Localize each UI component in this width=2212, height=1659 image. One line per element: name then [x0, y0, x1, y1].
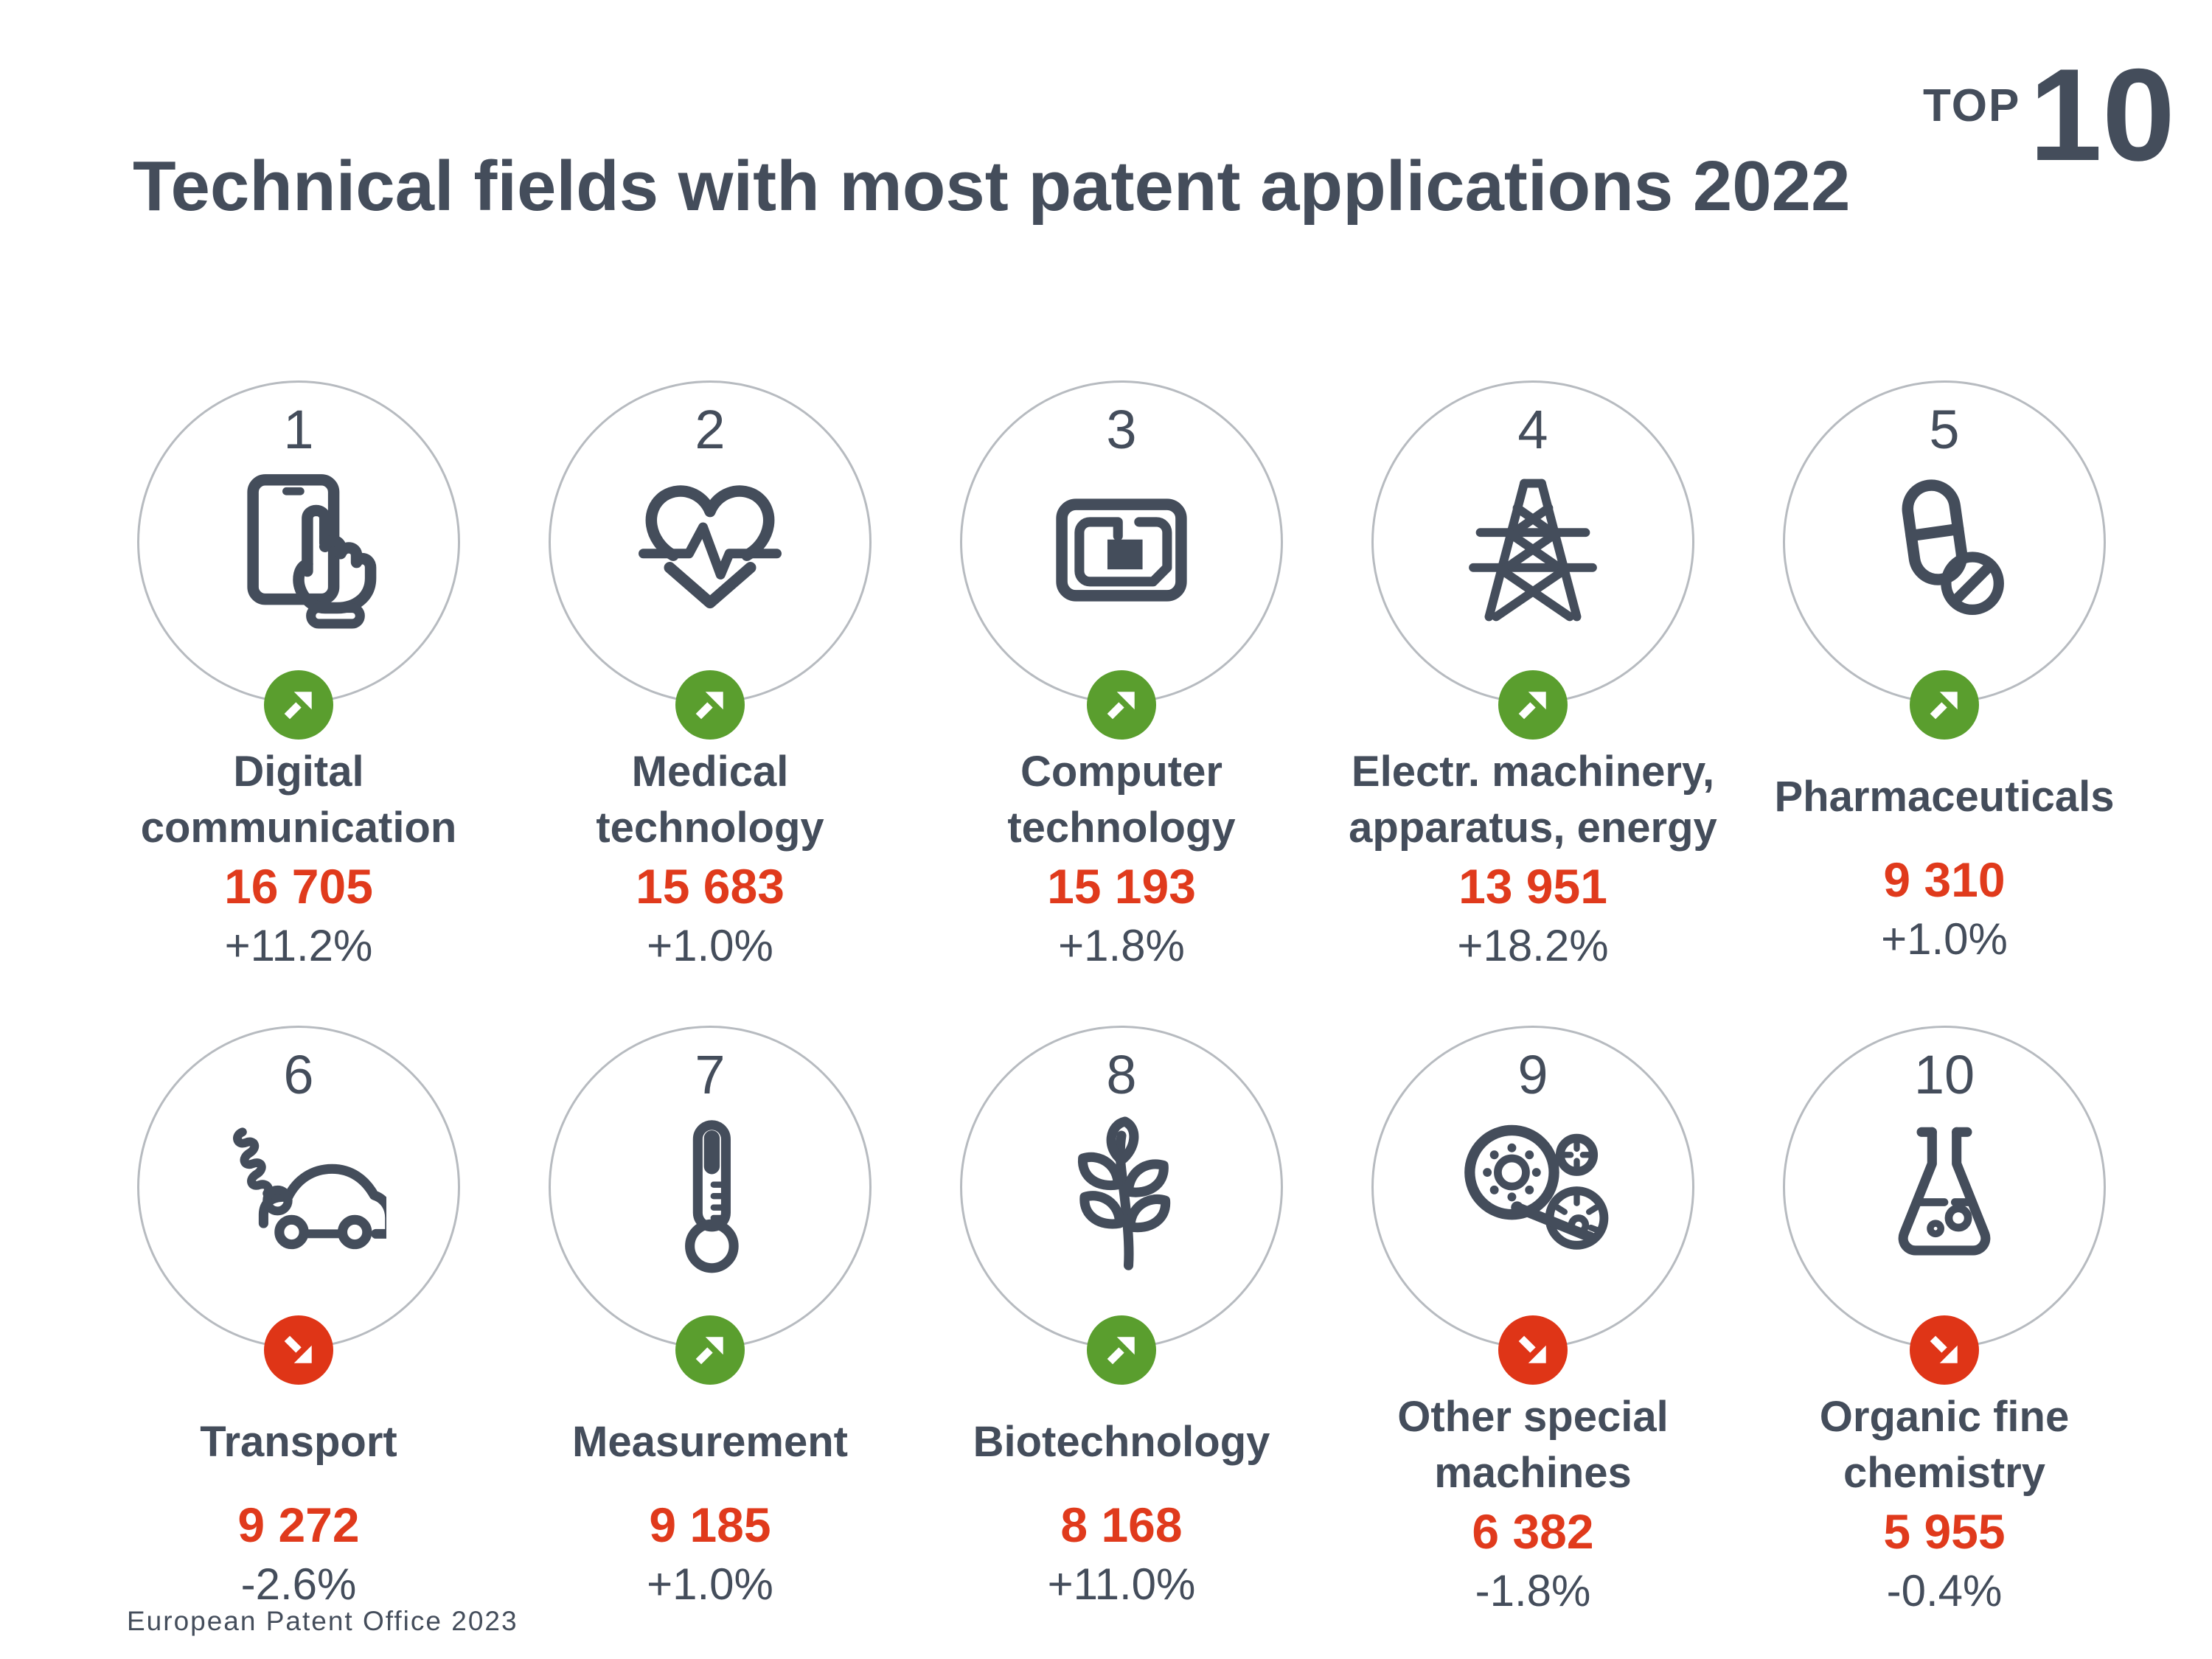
change-percent: +11.0% [1047, 1559, 1196, 1609]
field-name: Other special machines [1397, 1393, 1669, 1497]
trend-badge [1910, 1315, 1979, 1385]
field-card-organic-fine-chemistry: 10 Organic fine chemistry [1739, 1026, 2150, 1615]
field-name: Electr. machinery, apparatus, energy [1349, 748, 1717, 852]
applications-count: 6 382 [1472, 1504, 1594, 1559]
change-percent: +1.8% [1058, 921, 1185, 970]
trend-arrow-icon [1518, 692, 1546, 720]
field-circle: 10 [1783, 1026, 2106, 1385]
field-name: Measurement [572, 1417, 848, 1466]
applications-count: 16 705 [224, 859, 373, 914]
field-circle: 2 [549, 380, 872, 740]
change-percent: +18.2% [1457, 921, 1609, 970]
change-percent: +11.2% [224, 921, 373, 970]
field-circle: 3 [960, 380, 1283, 740]
rank-number: 2 [695, 399, 726, 460]
rank-number: 6 [283, 1044, 314, 1105]
trend-badge [1087, 670, 1156, 740]
trend-arrow-icon [284, 692, 312, 720]
rank-number: 7 [695, 1044, 726, 1105]
change-percent: +1.0% [647, 1559, 773, 1609]
field-card-other-special-machines: 9 [1327, 1026, 1739, 1615]
trend-arrow-icon [1107, 692, 1135, 720]
trend-badge [264, 1315, 333, 1385]
pills-icon [1857, 462, 2032, 638]
electric-car-icon [211, 1107, 386, 1283]
applications-count: 9 272 [237, 1498, 360, 1552]
trend-arrow-icon [1518, 1335, 1546, 1363]
flask-icon [1857, 1107, 2032, 1283]
rank-number: 10 [1913, 1044, 1975, 1105]
field-circle: 5 [1783, 380, 2106, 740]
field-circle: 9 [1371, 1026, 1694, 1385]
applications-count: 13 951 [1458, 859, 1607, 914]
trend-badge [675, 1315, 745, 1385]
trend-arrow-icon [1930, 1335, 1958, 1363]
thermometer-icon [622, 1107, 798, 1283]
applications-count: 5 955 [1883, 1504, 2006, 1559]
field-circle: 7 [549, 1026, 872, 1385]
applications-count: 9 185 [649, 1498, 771, 1552]
rank-number: 3 [1106, 399, 1137, 460]
trend-arrow-icon [284, 1335, 312, 1363]
rank-number: 4 [1517, 399, 1548, 460]
power-pylon-icon [1445, 462, 1621, 638]
change-percent: -2.6% [240, 1559, 357, 1609]
trend-badge [1087, 1315, 1156, 1385]
applications-count: 9 310 [1883, 852, 2006, 907]
fields-grid: 1 Digital communication [93, 380, 2150, 1615]
page-title: Technical fields with most patent applic… [133, 147, 1851, 226]
field-circle: 4 [1371, 380, 1694, 740]
change-percent: -1.8% [1475, 1566, 1591, 1615]
field-card-computer-technology: 3 Computer technology 15 193 +1.8% [916, 380, 1327, 970]
field-name: Pharmaceuticals [1774, 772, 2115, 821]
field-card-transport: 6 Transport [93, 1026, 504, 1612]
trend-badge [675, 670, 745, 740]
trend-arrow-icon [695, 1337, 723, 1365]
applications-count: 8 168 [1060, 1498, 1183, 1552]
source-credit: European Patent Office 2023 [127, 1606, 518, 1636]
heart-pulse-icon [622, 462, 798, 638]
trend-badge [1498, 670, 1568, 740]
field-card-measurement: 7 Measurement 9 185 +1.0% [504, 1026, 916, 1612]
gears-icon [1445, 1107, 1621, 1283]
field-card-digital-communication: 1 Digital communication [93, 380, 504, 970]
field-card-medical-technology: 2 Medical technology 15 683 +1.0% [504, 380, 916, 970]
field-name: Organic fine chemistry [1819, 1393, 2070, 1497]
field-card-biotechnology: 8 Biotechnology [916, 1026, 1327, 1612]
field-name: Medical technology [596, 748, 824, 852]
field-circle: 8 [960, 1026, 1283, 1385]
rank-number: 9 [1517, 1044, 1548, 1105]
trend-badge [1498, 1315, 1568, 1385]
trend-arrow-icon [1107, 1337, 1135, 1365]
trend-badge [264, 670, 333, 740]
change-percent: +1.0% [647, 921, 773, 970]
top10-number: 10 [2029, 41, 2175, 188]
rank-number: 1 [283, 399, 314, 460]
field-card-electrical-machinery: 4 Electr [1327, 380, 1739, 970]
trend-arrow-icon [1930, 692, 1958, 720]
smartphone-touch-icon [211, 462, 386, 638]
plant-icon [1034, 1107, 1209, 1283]
applications-count: 15 683 [636, 859, 785, 914]
rank-number: 5 [1929, 399, 1960, 460]
change-percent: -0.4% [1886, 1566, 2003, 1615]
field-name: Transport [200, 1417, 397, 1466]
field-circle: 1 [137, 380, 460, 740]
field-circle: 6 [137, 1026, 460, 1385]
change-percent: +1.0% [1881, 914, 2008, 964]
rank-number: 8 [1106, 1044, 1137, 1105]
field-name: Biotechnology [973, 1417, 1270, 1466]
field-name: Computer technology [1007, 748, 1236, 852]
applications-count: 15 193 [1047, 859, 1196, 914]
top10-label: TOP [1923, 80, 2021, 131]
trend-arrow-icon [695, 692, 723, 720]
trend-badge [1910, 670, 1979, 740]
chip-icon [1034, 462, 1209, 638]
field-card-pharmaceuticals: 5 Pharmaceuticals [1739, 380, 2150, 967]
field-name: Digital communication [140, 748, 457, 852]
